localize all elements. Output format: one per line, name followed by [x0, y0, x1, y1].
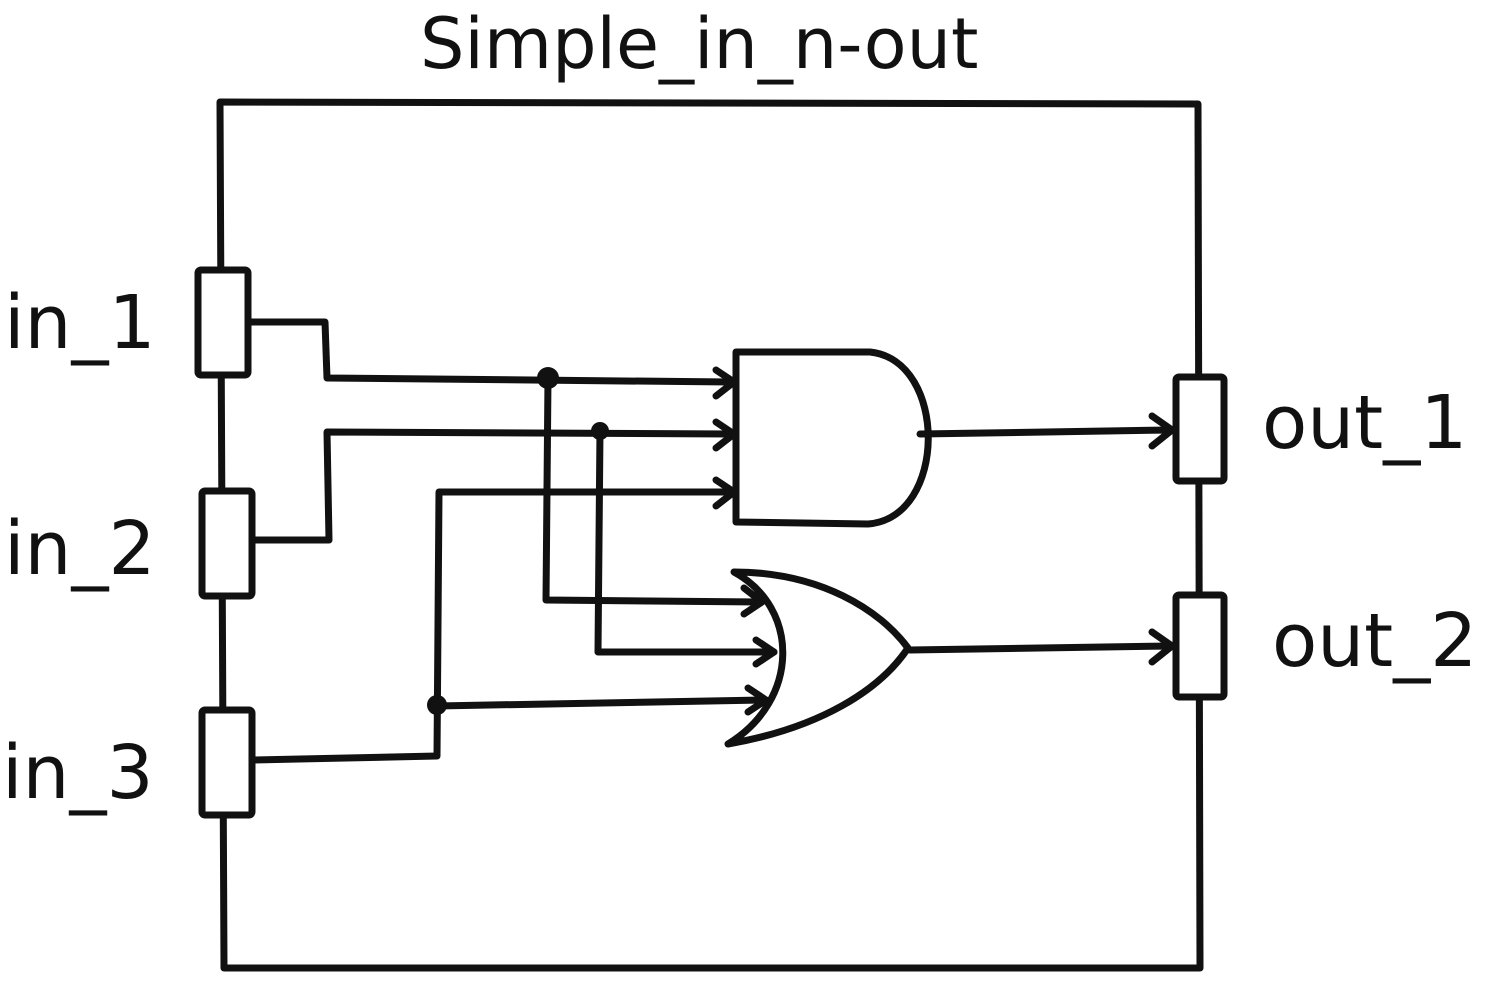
input-port-in2 — [198, 487, 256, 600]
arrowhead-or-in1 — [740, 584, 766, 618]
arrowhead-or-in3 — [744, 684, 770, 716]
arrowhead-out1 — [1148, 412, 1176, 450]
wire-in2-to-or — [594, 426, 778, 656]
wire-in1-to-and — [244, 318, 734, 386]
wire-in3-to-and — [248, 488, 736, 764]
input-port-in1 — [194, 266, 252, 379]
wire-or-to-out2 — [906, 642, 1174, 654]
input-label-in1: in_1 — [4, 280, 156, 366]
output-port-out1 — [1172, 373, 1228, 485]
input-port-in3 — [198, 706, 256, 819]
input-label-in3: in_3 — [2, 730, 154, 816]
wire-in3-to-or — [433, 696, 768, 710]
input-label-in2: in_2 — [4, 506, 156, 592]
junction-dot-in3 — [427, 695, 447, 715]
wire-in1-to-or — [542, 374, 764, 606]
arrowhead-or-in2 — [752, 636, 778, 668]
wire-in2-to-and — [248, 428, 736, 544]
junction-dot-in1 — [537, 367, 559, 389]
arrowhead-out2 — [1148, 628, 1176, 666]
module-title: Simple_in_n-out — [420, 3, 978, 85]
output-port-out2 — [1172, 591, 1228, 701]
or-gate-icon — [724, 568, 912, 748]
wire-and-to-out1 — [916, 426, 1174, 438]
output-label-out1: out_1 — [1262, 380, 1467, 466]
and-gate-icon — [732, 348, 932, 528]
module-border — [216, 98, 1204, 972]
output-label-out2: out_2 — [1272, 598, 1477, 684]
junction-dot-in2 — [591, 422, 609, 440]
